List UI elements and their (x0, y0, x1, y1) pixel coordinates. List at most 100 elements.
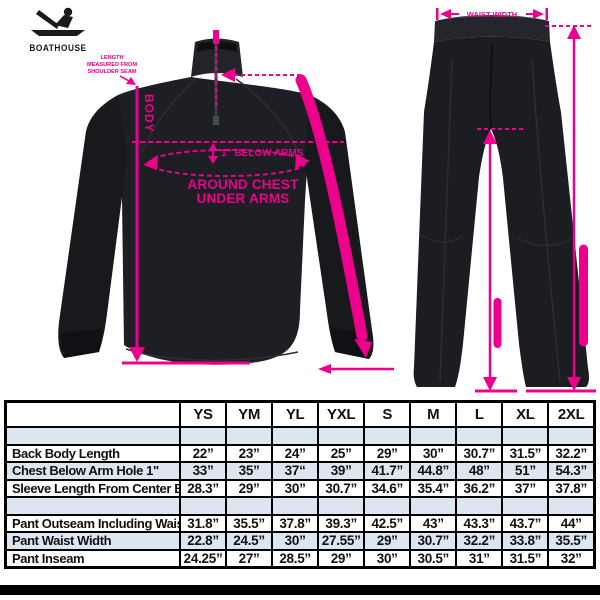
size-value: 43” (409, 513, 458, 533)
size-value (225, 496, 274, 516)
size-value: 48” (455, 461, 504, 481)
bottom-bar (0, 585, 600, 595)
shoulder-note-line1: LENGTH (101, 55, 124, 61)
waist-width-label: WAIST WIDTH (467, 10, 517, 19)
chest-ellipse-arrow-right (295, 154, 310, 169)
size-table: YS YM YL YXL S M L XL 2XL Back Body Length 22” 23” 2… (4, 400, 596, 569)
size-table-row: Pant Inseam 24.25” 27” 28.5” 29” 30” 30.5” 31” 3… (4, 548, 596, 569)
measurement-label: Pant Outseam Including Waist (4, 513, 181, 533)
brand-name: BOATHOUSE (29, 43, 87, 53)
below-arms-arrow-up (208, 143, 218, 151)
size-value: 25” (317, 443, 366, 463)
size-value: 23” (225, 443, 274, 463)
measurement-label: Pant Waist Width (4, 531, 181, 551)
size-value: 43.7” (501, 513, 550, 533)
size-value: 44” (547, 513, 596, 533)
brand-logo-icon (31, 7, 85, 36)
size-value (547, 496, 596, 516)
size-value: 37“ (271, 461, 320, 481)
waist-arrow-left (440, 9, 451, 19)
size-value (225, 426, 274, 446)
size-value (409, 426, 458, 446)
brand-logo: BOATHOUSE (20, 5, 96, 53)
measurement-label (4, 426, 181, 446)
size-value: 30” (409, 443, 458, 463)
size-value: 41.7” (363, 461, 412, 481)
waist-arrow-right (533, 9, 544, 19)
size-table-row: Sleeve Length From Center Back28.3”29”30… (4, 478, 596, 498)
size-value: 24.25” (178, 548, 228, 569)
size-value: 32” (547, 548, 596, 569)
size-value: 31.5” (501, 443, 550, 463)
size-value: 32.2” (455, 531, 504, 551)
measurement-label: Pant Inseam (4, 548, 181, 569)
size-value: 30.7” (409, 531, 458, 551)
size-table-row (4, 426, 596, 446)
size-value: 44.8” (409, 461, 458, 481)
size-value: 35.4” (409, 478, 458, 498)
size-value: 29” (225, 478, 274, 498)
size-column-header: YL (271, 400, 320, 428)
size-table-row: Pant Outseam Including Waist 31.8” 35.5” 37… (4, 513, 596, 533)
size-value (455, 496, 504, 516)
size-value (178, 496, 228, 516)
size-value (547, 426, 596, 446)
size-table-header-row: YS YM YL YXL S M L XL 2XL (4, 400, 596, 428)
size-value: 30.7” (317, 478, 366, 498)
size-value: 37.8” (547, 478, 596, 498)
size-value: 29” (363, 443, 412, 463)
outseam-arrow-up (567, 25, 581, 39)
around-chest-label-line1: AROUND CHEST (187, 177, 299, 192)
shoulder-note-line2: MEASURED FROM (87, 62, 137, 68)
size-value: 37” (501, 478, 550, 498)
size-table-row: Back Body Length 22” 23” 24” 25” 29” 30” 30.7” 3… (4, 443, 596, 463)
size-value: 54.3” (547, 461, 596, 481)
size-value: 29” (317, 548, 366, 569)
measurement-label (4, 496, 181, 516)
waist-tick-right (545, 8, 548, 20)
size-value: 43.3” (455, 513, 504, 533)
size-value: 30.7” (455, 443, 504, 463)
size-table-row (4, 496, 596, 516)
below-arms-arrow-down (208, 156, 218, 164)
size-value: 29” (363, 531, 412, 551)
size-table-row: Chest Below Arm Hole 1" 33” 35” 37“ 39” 41.7”… (4, 461, 596, 481)
size-column-header: YM (225, 400, 274, 428)
measurement-diagram: LENGTH MEASURED FROM SHOULDER SEAM BODY … (58, 8, 596, 393)
size-column-header: XL (501, 400, 550, 428)
size-value (409, 496, 458, 516)
size-value: 35.5” (547, 531, 596, 551)
size-value (271, 496, 320, 516)
cuff-arrowhead (318, 364, 331, 374)
size-value: 32.2” (547, 443, 596, 463)
size-column-header: S (363, 400, 412, 428)
size-value (178, 426, 228, 446)
size-column-header: L (455, 400, 504, 428)
size-column-header: YS (178, 400, 228, 428)
size-column-header: YXL (317, 400, 366, 428)
size-value (501, 496, 550, 516)
outseam-arrow-down (567, 377, 581, 391)
size-value: 34.6” (363, 478, 412, 498)
inseam-arrow-down (483, 377, 497, 391)
pants-illustration (413, 15, 590, 387)
size-value: 30” (271, 531, 320, 551)
size-value (363, 426, 412, 446)
size-value: 30.5” (409, 548, 458, 569)
collar-top-tick (213, 30, 219, 44)
size-value: 36.2” (455, 478, 504, 498)
size-value (455, 426, 504, 446)
around-chest-label-line2: UNDER ARMS (197, 191, 290, 206)
size-value (271, 426, 320, 446)
chest-ellipse-arrow-left (143, 155, 158, 170)
size-value (501, 426, 550, 446)
size-value: 33.8” (501, 531, 550, 551)
measurement-label: Chest Below Arm Hole 1" (4, 461, 181, 481)
below-arms-label: 1” BELOW ARMS (221, 148, 304, 159)
size-column-header: 2XL (547, 400, 596, 428)
size-value: 24.5” (225, 531, 274, 551)
size-value: 51” (501, 461, 550, 481)
size-value: 37.8” (271, 513, 320, 533)
size-value: 27” (225, 548, 274, 569)
size-table-section: YS YM YL YXL S M L XL 2XL Back Body Length 22” 23” 2… (4, 400, 596, 569)
